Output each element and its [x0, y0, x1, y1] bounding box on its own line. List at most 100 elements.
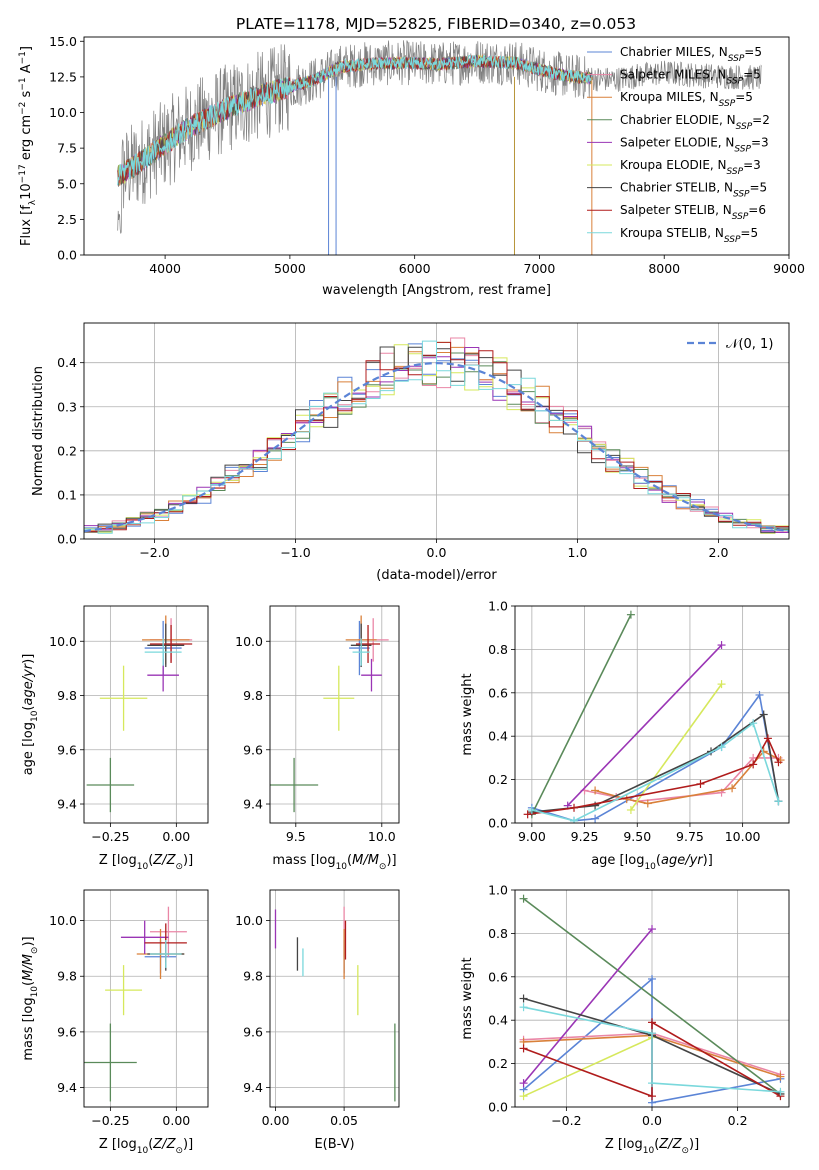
- x-tick-label: 0.2: [728, 1113, 748, 1128]
- x-axis-label: Z [log10(Z/Z⊙)]: [99, 1137, 193, 1156]
- x-tick-label: 4000: [149, 261, 181, 276]
- y-tick-label: 0.0: [488, 1100, 508, 1115]
- errorbar-kroupa-stelib: [149, 940, 182, 968]
- x-axis-label: wavelength [Angstrom, rest frame]: [322, 283, 551, 298]
- x-tick-label: 9.50: [623, 829, 651, 844]
- x-tick-label: 0.0: [642, 1113, 662, 1128]
- normal-reference-curve: [84, 361, 789, 533]
- series-line: [522, 928, 653, 1084]
- y-tick-label: 10.0: [235, 913, 263, 928]
- errorbar-kroupa-elodie: [105, 965, 143, 1016]
- weight-vs-Z-panel: −0.2 0.0 0.2 0.0 0.2 0.4 0.6 0.8 1.0 Z [log10(Z/Z…: [460, 883, 790, 1156]
- errorbar-salpeter-stelib: [149, 624, 193, 663]
- y-tick-label: 0.2: [57, 443, 77, 458]
- mass-vs-Z-panel: −0.25 0.00 9.4 9.6 9.8 10.0 Z [log10(Z/Z⊙)] mas…: [21, 889, 209, 1156]
- axes-frame: [514, 605, 790, 824]
- x-axis-label: mass [log10(M/M⊙)]: [272, 853, 396, 872]
- y-tick-label: 10.0: [235, 634, 263, 649]
- axes-frame: [269, 605, 400, 824]
- y-tick-label: 0.4: [488, 1013, 508, 1028]
- y-tick-label: 0.3: [57, 399, 77, 414]
- errorbar-kroupa-stelib: [144, 638, 182, 666]
- legend-label: Salpeter MILES, NSSP=5: [620, 68, 761, 87]
- errorbars: [84, 906, 187, 1102]
- panels: 4000 5000 6000 7000 8000 9000 0.0 2.5 5.0 7.5 10.0…: [18, 34, 805, 1156]
- legend-label: Salpeter STELIB, NSSP=6: [620, 203, 766, 222]
- y-tick-label: 10.0: [49, 634, 77, 649]
- x-tick-label: 9.5: [286, 829, 306, 844]
- histograms: [84, 337, 789, 534]
- errorbar-kroupa-stelib: [352, 638, 370, 666]
- x-axis-label: age [log10(age/yr)]: [591, 853, 713, 872]
- x-tick-label: 9.75: [676, 829, 704, 844]
- errorbar-chabrier-elodie: [84, 1023, 137, 1102]
- x-tick-label: −0.25: [91, 1113, 129, 1128]
- y-tick-label: 9.6: [243, 1024, 263, 1039]
- series-salpeter-stelib: [523, 734, 783, 819]
- x-tick-label: −1.0: [280, 545, 310, 560]
- legend-label: Chabrier ELODIE, NSSP=2: [620, 113, 770, 132]
- y-tick-label: 9.8: [243, 969, 263, 984]
- series-chabrier-elodie: [527, 610, 635, 819]
- errorbar-chabrier-miles: [349, 620, 370, 676]
- y-tick-label: 9.8: [57, 688, 77, 703]
- axes-frame: [83, 36, 790, 256]
- x-tick-label: 9000: [773, 261, 805, 276]
- y-tick-label: 0.0: [488, 816, 508, 831]
- x-tick-label: 7000: [524, 261, 556, 276]
- errorbar-salpeter-elodie: [361, 658, 382, 692]
- y-tick-label: 5.0: [57, 176, 77, 191]
- y-tick-label: 10.0: [49, 105, 77, 120]
- legend-label: Chabrier MILES, NSSP=5: [620, 45, 762, 64]
- x-tick-label: 10.0: [368, 829, 396, 844]
- errorbar-kroupa-elodie: [323, 665, 355, 731]
- series-kroupa-stelib: [527, 719, 783, 823]
- x-tick-label: 0.00: [162, 829, 190, 844]
- y-tick-label: 9.4: [243, 1080, 263, 1095]
- y-tick-label: 9.4: [243, 797, 263, 812]
- x-axis-label: Z [log10(Z/Z⊙)]: [99, 853, 193, 872]
- y-tick-label: 9.6: [57, 1024, 77, 1039]
- x-tick-label: 0.0: [427, 545, 447, 560]
- axes-frame: [83, 889, 209, 1108]
- y-axis-label: mass weight: [460, 957, 475, 1039]
- y-tick-label: 15.0: [49, 34, 77, 49]
- y-axis-label: mass weight: [460, 673, 475, 755]
- errorbars: [86, 615, 193, 813]
- legend: Chabrier MILES, NSSP=5 Salpeter MILES, NS…: [587, 45, 770, 245]
- y-axis-label: Normed distribution: [31, 366, 46, 496]
- x-tick-label: 0.00: [162, 1113, 190, 1128]
- errorbars: [270, 615, 389, 813]
- spectrum-lines: [117, 40, 762, 255]
- series-line: [527, 736, 780, 816]
- y-tick-label: 0.8: [488, 926, 508, 941]
- x-tick-label: 6000: [399, 261, 431, 276]
- x-tick-label: 2.0: [709, 545, 729, 560]
- mass-vs-ebv-panel: 0.00 0.05 9.4 9.6 9.8 10.0 E(B-V): [235, 889, 400, 1152]
- weight-lines: [519, 894, 785, 1107]
- y-tick-label: 0.8: [488, 642, 508, 657]
- y-tick-label: 0.2: [488, 772, 508, 787]
- y-tick-label: 10.0: [49, 913, 77, 928]
- series-line: [630, 683, 723, 811]
- series-chabrier-stelib: [527, 710, 783, 817]
- y-tick-label: 7.5: [57, 141, 77, 156]
- legend-label: Kroupa ELODIE, NSSP=3: [620, 158, 761, 177]
- axes-frame: [83, 605, 209, 824]
- spectrum-panel: 4000 5000 6000 7000 8000 9000 0.0 2.5 5.0 7.5 10.0…: [18, 34, 805, 298]
- weight-vs-age-panel: 9.00 9.25 9.50 9.75 10.00 0.0 0.2 0.4 0.6 0.8 1.0 a…: [460, 599, 790, 872]
- x-axis-label: E(B-V): [314, 1137, 354, 1152]
- y-tick-label: 9.8: [57, 969, 77, 984]
- y-tick-label: 0.1: [57, 487, 77, 502]
- age-vs-Z-panel: −0.25 0.00 9.4 9.6 9.8 10.0 Z [log10(Z/Z⊙)] age…: [21, 605, 209, 872]
- errorbar-kroupa-elodie: [99, 665, 148, 731]
- series-line: [523, 1006, 781, 1093]
- axes-frame: [83, 322, 790, 540]
- y-tick-label: 9.6: [243, 742, 263, 757]
- series-line: [567, 644, 723, 807]
- y-axis-label: Flux [fλ10−17 erg cm−2 s−1 A−1]: [18, 46, 38, 246]
- y-tick-label: 0.2: [488, 1056, 508, 1071]
- y-axis-label: age [log10(age/yr)]: [21, 654, 40, 776]
- x-tick-label: −2.0: [139, 545, 169, 560]
